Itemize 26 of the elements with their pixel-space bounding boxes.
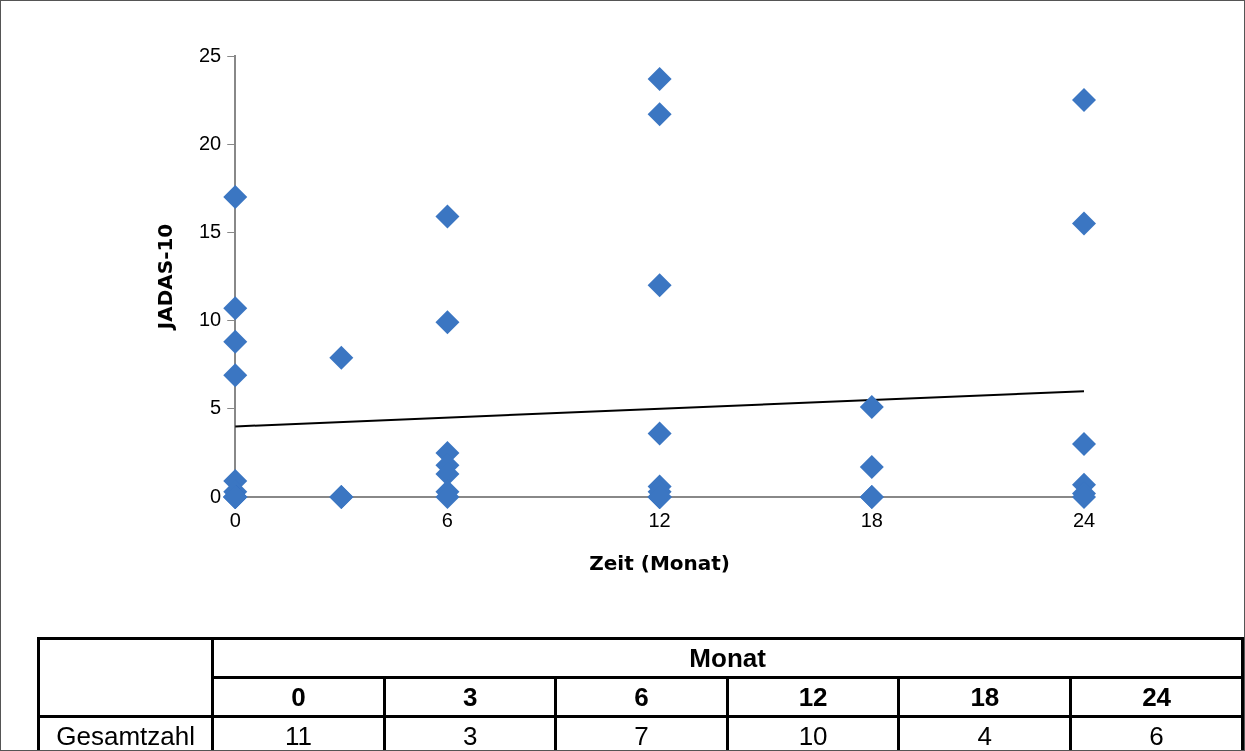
x-tick-label: 6 [441,508,453,531]
text: Gesamtzahl [38,716,213,751]
x-tick-label: 24 [1072,508,1096,531]
text: 10 [727,716,899,751]
y-tick-label: 10 [199,308,222,331]
y-tick-label: 5 [210,396,222,419]
y-axis-title: JADAS-10 [153,223,178,332]
text: Monat [212,638,1243,678]
x-tick-label: 0 [229,508,241,531]
text: 3 [384,716,556,751]
y-tick-label: 0 [210,484,222,507]
y-tick-label: 25 [199,43,222,66]
text: 7 [555,716,728,751]
x-tick-label: 12 [648,508,671,531]
x-tick-label: 18 [860,508,883,531]
text: 24 [1070,677,1243,717]
text: 6 [1070,716,1243,751]
text: 18 [898,677,1071,717]
text: 11 [212,716,385,751]
text: 3 [384,677,556,717]
text: 12 [727,677,899,717]
text: 6 [555,677,728,717]
x-axis-title: Zeit (Monat) [589,551,730,576]
y-tick-label: 15 [199,219,222,242]
y-tick-label: 20 [199,131,222,154]
text: 4 [898,716,1071,751]
